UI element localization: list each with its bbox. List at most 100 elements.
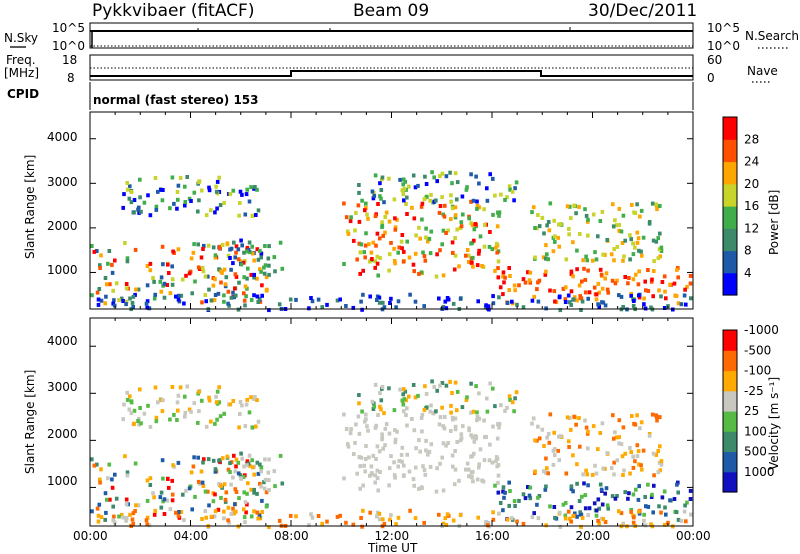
power-cell — [325, 302, 329, 307]
velocity-cell — [545, 435, 549, 440]
vel-ytick-4000: 4000 — [47, 334, 78, 348]
velocity-cell — [467, 474, 471, 479]
velocity-cell — [631, 492, 636, 497]
power-cell — [583, 290, 588, 295]
velocity-cell — [597, 521, 601, 526]
velocity-cell — [621, 473, 625, 477]
velocity-cell — [245, 491, 249, 496]
velocity-cell — [218, 414, 223, 419]
power-cell — [377, 295, 382, 300]
velocity-cell — [242, 464, 246, 469]
power-cell — [99, 253, 103, 258]
velocity-cell — [683, 503, 687, 508]
power-cell — [103, 276, 108, 280]
velocity-cell — [507, 480, 511, 485]
power-cell — [344, 304, 348, 308]
velocity-cell — [614, 435, 619, 440]
velocity-cell — [176, 408, 180, 413]
power-cell — [583, 277, 588, 282]
velocity-cell — [229, 512, 234, 516]
power-cell — [354, 210, 358, 215]
power-cell — [475, 199, 479, 204]
power-cell — [629, 293, 633, 298]
velocity-cell — [682, 509, 687, 514]
velocity-cell — [214, 400, 219, 405]
velocity-cell — [405, 406, 409, 411]
power-cell — [467, 260, 471, 264]
velocity-cell — [123, 454, 127, 459]
power-cell — [596, 281, 601, 286]
velocity-cell — [376, 488, 380, 493]
power-cell — [651, 238, 656, 243]
power-cell — [601, 300, 606, 305]
velocity-cell — [634, 487, 638, 492]
velocity-cell — [256, 471, 261, 476]
power-cell — [104, 294, 108, 299]
velocity-cell — [517, 498, 521, 503]
velocity-cell — [380, 432, 384, 437]
x-tick-label: 00:00 — [73, 529, 108, 543]
velocity-cell — [685, 500, 689, 505]
velocity-cell — [166, 477, 170, 481]
power-cell — [612, 247, 616, 252]
velocity-cell — [182, 518, 186, 522]
power-cell — [288, 297, 293, 302]
velocity-cell — [344, 520, 348, 525]
power-cell — [453, 213, 458, 218]
velocity-cell — [569, 487, 574, 491]
velocity-cell — [174, 510, 178, 515]
power-cell — [480, 264, 484, 268]
velocity-cell — [138, 406, 142, 410]
power-cell — [650, 277, 654, 282]
velocity-cell — [530, 421, 534, 426]
velocity-cell — [617, 441, 621, 446]
power-cell — [556, 235, 560, 240]
power-ylabel: Slant Range [km] — [23, 155, 37, 259]
velocity-cell — [382, 522, 387, 526]
velocity-cell — [259, 484, 263, 489]
power-cell — [573, 295, 577, 300]
velocity-cell — [643, 523, 648, 528]
velocity-cell — [213, 467, 218, 472]
velocity-cell — [392, 473, 397, 478]
velocity-cell — [97, 502, 102, 507]
velocity-cell — [425, 405, 429, 410]
power-cell — [200, 188, 204, 193]
power-cell — [254, 213, 258, 217]
velocity-cell — [434, 489, 439, 494]
power-cell — [371, 240, 376, 245]
power-cell — [491, 212, 495, 217]
power-cell — [444, 306, 449, 311]
velocity-cell — [508, 489, 512, 493]
velocity-cell — [154, 419, 159, 424]
power-cbar-swatch — [723, 183, 737, 207]
velocity-cell — [183, 394, 187, 399]
velocity-cell — [649, 522, 653, 527]
velocity-cell — [501, 489, 505, 494]
velocity-cell — [134, 503, 138, 508]
power-cell — [437, 296, 441, 301]
power-cell — [399, 239, 404, 244]
velocity-cell — [240, 403, 244, 408]
velocity-cell — [255, 491, 259, 496]
velocity-cell — [464, 398, 469, 402]
power-cell — [505, 195, 509, 200]
velocity-cell — [563, 513, 568, 518]
power-cell — [407, 184, 411, 189]
power-cell — [552, 289, 557, 294]
power-cell — [320, 305, 324, 310]
power-cell — [152, 296, 157, 301]
velocity-cell — [137, 422, 141, 427]
velocity-cell — [453, 416, 458, 421]
velocity-cell — [621, 521, 625, 526]
power-cell — [170, 264, 174, 269]
velocity-cell — [564, 471, 569, 476]
power-cell — [161, 188, 165, 192]
power-cell — [443, 203, 447, 208]
velocity-cell — [501, 485, 506, 490]
power-cell — [348, 219, 353, 224]
power-cell — [267, 244, 271, 249]
velocity-cell — [432, 384, 436, 389]
power-cell — [310, 299, 315, 304]
power-cell — [361, 268, 365, 273]
